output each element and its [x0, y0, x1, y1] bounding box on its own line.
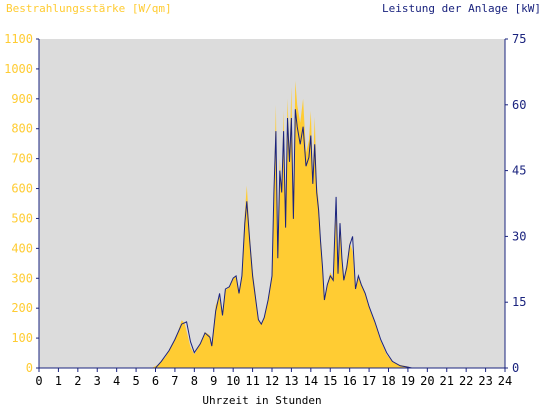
- left-tick-label: 700: [11, 152, 33, 166]
- x-tick-label: 6: [152, 374, 159, 388]
- irradiance-area: [39, 80, 505, 369]
- series-layer: [39, 80, 505, 369]
- x-tick-label: 0: [35, 374, 42, 388]
- x-tick-label: 9: [210, 374, 217, 388]
- left-tick-label: 600: [11, 182, 33, 196]
- x-tick-label: 19: [401, 374, 415, 388]
- right-tick-label: 30: [512, 229, 526, 243]
- x-tick-label: 20: [420, 374, 434, 388]
- left-tick-label: 0: [26, 361, 33, 375]
- x-tick-label: 8: [191, 374, 198, 388]
- x-tick-label: 7: [171, 374, 178, 388]
- right-tick-label: 0: [512, 361, 519, 375]
- left-tick-label: 1100: [4, 32, 33, 46]
- x-tick-label: 10: [226, 374, 240, 388]
- left-tick-label: 1000: [4, 62, 33, 76]
- left-tick-label: 100: [11, 331, 33, 345]
- x-tick-label: 2: [74, 374, 81, 388]
- left-tick-label: 500: [11, 211, 33, 225]
- x-tick-label: 17: [362, 374, 376, 388]
- x-tick-label: 12: [265, 374, 279, 388]
- x-tick-label: 3: [94, 374, 101, 388]
- x-tick-label: 11: [245, 374, 259, 388]
- x-tick-label: 15: [323, 374, 337, 388]
- x-tick-label: 23: [478, 374, 492, 388]
- power-line: [39, 109, 505, 369]
- right-axis-title: Leistung der Anlage [kW]: [382, 2, 541, 15]
- x-tick-label: 16: [342, 374, 356, 388]
- right-tick-label: 75: [512, 32, 526, 46]
- axes-layer: 0100200300400500600700800900100011000153…: [4, 32, 526, 388]
- right-tick-label: 15: [512, 295, 526, 309]
- left-tick-label: 800: [11, 122, 33, 136]
- x-tick-label: 4: [113, 374, 120, 388]
- left-tick-label: 300: [11, 271, 33, 285]
- left-tick-label: 900: [11, 92, 33, 106]
- left-axis-title: Bestrahlungsstärke [W/qm]: [6, 2, 172, 15]
- x-tick-label: 22: [459, 374, 473, 388]
- x-tick-label: 21: [440, 374, 454, 388]
- left-tick-label: 200: [11, 301, 33, 315]
- x-tick-label: 1: [55, 374, 62, 388]
- x-tick-label: 14: [304, 374, 318, 388]
- x-tick-label: 24: [498, 374, 512, 388]
- x-tick-label: 5: [132, 374, 139, 388]
- left-tick-label: 400: [11, 241, 33, 255]
- right-tick-label: 60: [512, 98, 526, 112]
- x-axis-title: Uhrzeit in Stunden: [202, 394, 321, 407]
- x-tick-label: 18: [381, 374, 395, 388]
- right-tick-label: 45: [512, 164, 526, 178]
- x-tick-label: 13: [284, 374, 298, 388]
